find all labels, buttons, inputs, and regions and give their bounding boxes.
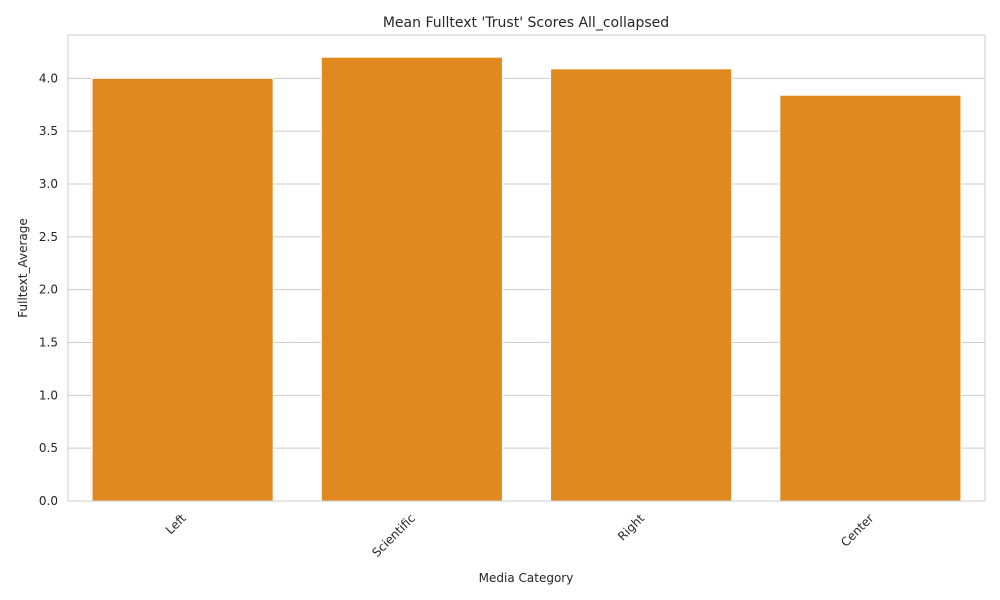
- y-tick-label: 2.0: [39, 283, 58, 297]
- x-tick-label-center: Center: [838, 511, 877, 550]
- x-tick-label-scientific: Scientific: [369, 511, 418, 560]
- y-tick-label: 1.0: [39, 388, 58, 402]
- bar-scientific: [320, 56, 503, 502]
- y-tick-label: 4.0: [39, 71, 58, 85]
- bars: [91, 56, 962, 502]
- plot-frame: [67, 34, 986, 502]
- y-axis-label: Fulltext_Average: [16, 218, 30, 317]
- bar-right: [550, 68, 733, 502]
- x-tick-label-left: Left: [163, 511, 189, 537]
- y-tick-label: 0.0: [39, 494, 58, 508]
- y-tick-labels: 0.0 0.5 1.0 1.5 2.0 2.5 3.0 3.5 4.0: [39, 71, 58, 508]
- chart-title: Mean Fulltext 'Trust' Scores All_collaps…: [383, 15, 669, 31]
- bar-left: [91, 77, 274, 502]
- x-axis-label: Media Category: [479, 571, 574, 585]
- y-tick-label: 0.5: [39, 441, 58, 455]
- y-tick-label: 2.5: [39, 230, 58, 244]
- y-tick-label: 3.0: [39, 177, 58, 191]
- x-tick-labels: Left Scientific Right Center: [163, 511, 877, 560]
- x-tick-label-right: Right: [615, 511, 647, 543]
- y-tick-label: 3.5: [39, 124, 58, 138]
- y-tick-label: 1.5: [39, 335, 58, 349]
- bar-center: [779, 94, 962, 502]
